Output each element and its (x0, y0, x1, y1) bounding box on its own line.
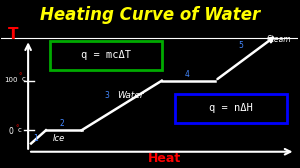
Text: 5: 5 (238, 41, 243, 50)
Text: 0: 0 (8, 127, 13, 136)
Text: c: c (18, 127, 22, 133)
Text: 100: 100 (4, 77, 18, 83)
Text: Ice: Ice (53, 134, 65, 143)
Text: °: ° (15, 125, 19, 131)
Text: Water: Water (117, 91, 144, 100)
Text: 3: 3 (104, 91, 109, 100)
Text: q = nΔH: q = nΔH (209, 103, 253, 113)
Text: 2: 2 (60, 119, 65, 128)
FancyBboxPatch shape (175, 94, 286, 123)
Text: Heating Curve of Water: Heating Curve of Water (40, 6, 260, 24)
Text: Steam: Steam (267, 35, 292, 44)
Text: c: c (22, 76, 26, 82)
Text: 4: 4 (184, 70, 190, 79)
Text: q = mcΔT: q = mcΔT (81, 50, 131, 60)
Text: Heat: Heat (148, 152, 182, 165)
Text: °: ° (19, 74, 22, 80)
Text: 1: 1 (33, 134, 38, 143)
FancyBboxPatch shape (50, 41, 162, 70)
Text: T: T (8, 27, 19, 42)
